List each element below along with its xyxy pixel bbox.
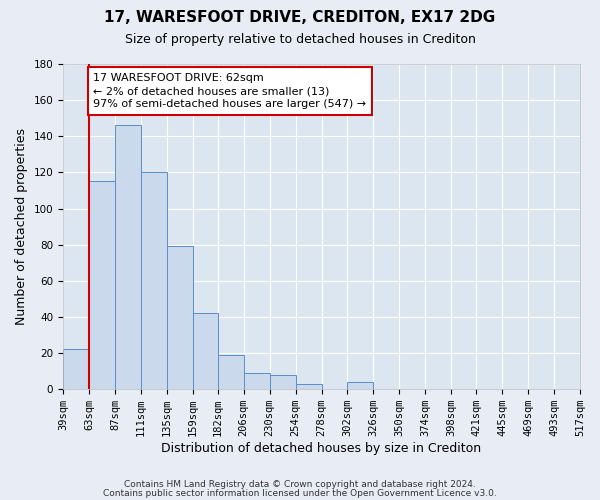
X-axis label: Distribution of detached houses by size in Crediton: Distribution of detached houses by size … (161, 442, 482, 455)
Text: Contains public sector information licensed under the Open Government Licence v3: Contains public sector information licen… (103, 489, 497, 498)
Text: Size of property relative to detached houses in Crediton: Size of property relative to detached ho… (125, 32, 475, 46)
Bar (89, 182, 115, 389)
Bar (141, 172, 167, 389)
Bar (580, 386, 600, 389)
Y-axis label: Number of detached properties: Number of detached properties (15, 128, 28, 325)
Bar (269, 375, 296, 389)
Bar (218, 355, 244, 389)
Bar (244, 373, 269, 389)
Bar (193, 314, 218, 389)
Text: Contains HM Land Registry data © Crown copyright and database right 2024.: Contains HM Land Registry data © Crown c… (124, 480, 476, 489)
Text: 17, WARESFOOT DRIVE, CREDITON, EX17 2DG: 17, WARESFOOT DRIVE, CREDITON, EX17 2DG (104, 10, 496, 25)
Bar (296, 384, 322, 389)
Text: 17 WARESFOOT DRIVE: 62sqm
← 2% of detached houses are smaller (13)
97% of semi-d: 17 WARESFOOT DRIVE: 62sqm ← 2% of detach… (94, 73, 367, 110)
Bar (63, 350, 89, 389)
Bar (347, 382, 373, 389)
Bar (167, 246, 193, 389)
Bar (115, 126, 141, 389)
